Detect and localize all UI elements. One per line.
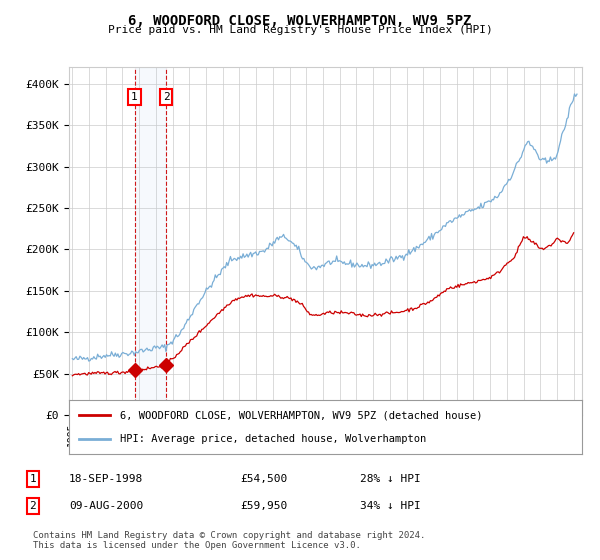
Text: £54,500: £54,500 <box>240 474 287 484</box>
Text: HPI: Average price, detached house, Wolverhampton: HPI: Average price, detached house, Wolv… <box>121 433 427 444</box>
Text: 6, WOODFORD CLOSE, WOLVERHAMPTON, WV9 5PZ (detached house): 6, WOODFORD CLOSE, WOLVERHAMPTON, WV9 5P… <box>121 410 483 421</box>
Text: 18-SEP-1998: 18-SEP-1998 <box>69 474 143 484</box>
Text: 1: 1 <box>29 474 37 484</box>
Text: 2: 2 <box>163 92 169 102</box>
Text: 1: 1 <box>131 92 138 102</box>
Text: 6, WOODFORD CLOSE, WOLVERHAMPTON, WV9 5PZ: 6, WOODFORD CLOSE, WOLVERHAMPTON, WV9 5P… <box>128 14 472 28</box>
Text: Price paid vs. HM Land Registry's House Price Index (HPI): Price paid vs. HM Land Registry's House … <box>107 25 493 35</box>
Text: 28% ↓ HPI: 28% ↓ HPI <box>360 474 421 484</box>
Text: Contains HM Land Registry data © Crown copyright and database right 2024.
This d: Contains HM Land Registry data © Crown c… <box>33 530 425 550</box>
Text: 2: 2 <box>29 501 37 511</box>
Text: 09-AUG-2000: 09-AUG-2000 <box>69 501 143 511</box>
Bar <box>134 67 166 415</box>
Text: 34% ↓ HPI: 34% ↓ HPI <box>360 501 421 511</box>
Text: £59,950: £59,950 <box>240 501 287 511</box>
